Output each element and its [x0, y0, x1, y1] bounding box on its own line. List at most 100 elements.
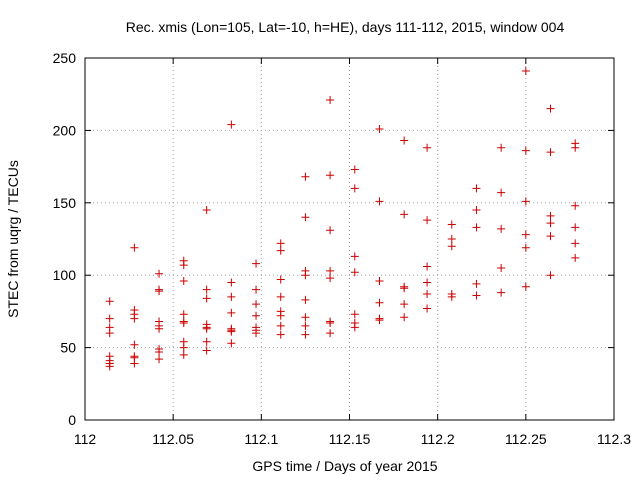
- data-point: [326, 226, 335, 235]
- x-tick-label: 112.25: [505, 431, 547, 447]
- data-point: [202, 346, 211, 355]
- data-point: [521, 146, 530, 155]
- data-point: [400, 284, 409, 293]
- axis-ticks: [84, 57, 615, 421]
- data-point: [375, 124, 384, 133]
- data-point: [130, 243, 139, 252]
- data-point: [472, 291, 481, 300]
- data-point: [423, 262, 432, 271]
- y-tick-label: 150: [53, 195, 77, 211]
- data-point: [423, 143, 432, 152]
- data-point: [400, 210, 409, 219]
- data-point: [202, 337, 211, 346]
- x-tick-label: 112.15: [329, 431, 371, 447]
- data-point: [227, 308, 236, 317]
- y-tick-label: 50: [60, 340, 76, 356]
- y-tick-label: 250: [53, 50, 77, 66]
- data-point: [252, 300, 261, 309]
- data-point: [497, 143, 506, 152]
- data-point: [521, 243, 530, 252]
- data-point: [227, 339, 236, 348]
- data-point: [130, 314, 139, 323]
- data-point: [447, 220, 456, 229]
- data-point: [375, 316, 384, 325]
- data-point: [202, 324, 211, 333]
- data-point: [423, 278, 432, 287]
- chart-title: Rec. xmis (Lon=105, Lat=-10, h=HE), days…: [126, 19, 565, 35]
- data-point: [472, 279, 481, 288]
- data-point: [105, 329, 114, 338]
- data-point: [276, 330, 285, 339]
- data-point: [276, 292, 285, 301]
- data-point: [105, 297, 114, 306]
- data-point: [179, 350, 188, 359]
- data-point: [227, 278, 236, 287]
- data-point: [546, 211, 555, 220]
- data-point: [571, 143, 580, 152]
- data-point: [130, 359, 139, 368]
- data-point: [546, 271, 555, 280]
- data-point: [202, 285, 211, 294]
- x-axis-tick-labels: 112 112.05 112.1 112.15 112.2 112.25 112.3: [74, 431, 631, 447]
- data-point: [252, 259, 261, 268]
- data-point: [301, 271, 310, 280]
- data-point: [497, 188, 506, 197]
- data-point: [301, 313, 310, 322]
- data-point: [227, 120, 236, 129]
- data-point: [497, 263, 506, 272]
- x-axis-label: GPS time / Days of year 2015: [252, 458, 437, 474]
- data-point: [227, 292, 236, 301]
- data-point: [301, 295, 310, 304]
- data-point: [276, 321, 285, 330]
- data-point: [423, 290, 432, 299]
- x-tick-label: 112: [74, 431, 97, 447]
- data-point: [326, 95, 335, 104]
- grid: [85, 58, 614, 420]
- data-point: [252, 311, 261, 320]
- data-point: [472, 184, 481, 193]
- data-point: [179, 261, 188, 270]
- data-point: [571, 201, 580, 210]
- data-point: [276, 246, 285, 255]
- data-point: [105, 362, 114, 371]
- data-point: [521, 282, 530, 291]
- data-point: [375, 298, 384, 307]
- data-point: [400, 300, 409, 309]
- data-point: [375, 276, 384, 285]
- data-point: [571, 253, 580, 262]
- data-point: [326, 329, 335, 338]
- data-point: [423, 216, 432, 225]
- data-point: [571, 239, 580, 248]
- data-point: [546, 104, 555, 113]
- data-point: [179, 318, 188, 327]
- y-axis-label: STEC from uqrg / TECUs: [5, 160, 21, 318]
- data-point: [571, 223, 580, 232]
- data-point: [179, 343, 188, 352]
- data-point: [179, 276, 188, 285]
- data-point: [252, 285, 261, 294]
- data-point: [276, 311, 285, 320]
- data-point: [301, 172, 310, 181]
- y-tick-label: 0: [68, 412, 76, 428]
- data-point: [155, 287, 164, 296]
- data-point: [326, 318, 335, 327]
- y-axis-tick-labels: 0 50 100 150 200 250: [53, 50, 77, 428]
- data-point: [326, 274, 335, 283]
- data-point: [472, 206, 481, 215]
- data-point: [326, 171, 335, 180]
- data-point: [202, 294, 211, 303]
- data-point: [227, 327, 236, 336]
- data-point: [276, 239, 285, 248]
- data-point: [423, 304, 432, 313]
- data-point: [497, 288, 506, 297]
- data-point: [546, 148, 555, 157]
- data-point: [350, 252, 359, 261]
- data-point: [350, 268, 359, 277]
- data-point: [155, 355, 164, 364]
- y-tick-label: 200: [53, 122, 77, 138]
- data-point: [350, 310, 359, 319]
- data-point: [301, 213, 310, 222]
- data-point: [447, 292, 456, 301]
- data-point: [521, 230, 530, 239]
